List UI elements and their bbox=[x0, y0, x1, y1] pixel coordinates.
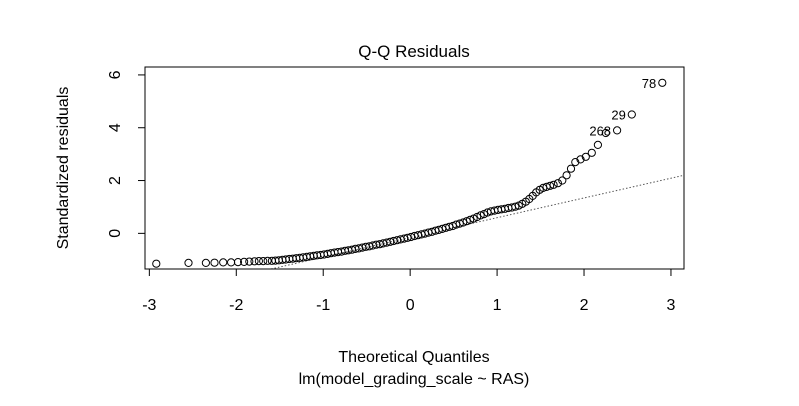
data-point bbox=[562, 171, 571, 180]
y-tick-label: 6 bbox=[107, 70, 124, 79]
reference-line bbox=[270, 174, 685, 270]
chart-subtitle: lm(model_grading_scale ~ RAS) bbox=[299, 371, 530, 388]
data-point bbox=[459, 218, 468, 227]
y-axis-label: Standardized residuals bbox=[55, 87, 72, 250]
data-point bbox=[201, 258, 210, 267]
data-point bbox=[462, 217, 471, 226]
y-tick-label: 4 bbox=[107, 123, 124, 132]
x-axis: -3 -2 -1 0 1 2 3 bbox=[142, 268, 676, 314]
point-label: 78 bbox=[642, 76, 656, 91]
points-layer bbox=[152, 78, 667, 268]
data-point bbox=[219, 258, 228, 267]
x-tick-label: -1 bbox=[316, 297, 330, 314]
data-point bbox=[511, 202, 520, 211]
data-point bbox=[245, 257, 254, 266]
data-point bbox=[627, 110, 636, 119]
data-point bbox=[152, 259, 161, 268]
data-point bbox=[593, 140, 603, 149]
data-point bbox=[466, 215, 475, 224]
reference-line-layer bbox=[270, 174, 685, 270]
point-label: 268 bbox=[589, 123, 611, 138]
data-point bbox=[576, 155, 585, 164]
data-point bbox=[233, 258, 243, 267]
data-point bbox=[210, 258, 219, 267]
x-tick-label: -2 bbox=[229, 297, 243, 314]
y-tick-label: 2 bbox=[107, 176, 124, 185]
point-label: 29 bbox=[611, 108, 625, 123]
x-axis-label: Theoretical Quantiles bbox=[338, 349, 489, 366]
data-point bbox=[587, 148, 596, 157]
data-point bbox=[601, 128, 610, 138]
x-tick-label: -3 bbox=[142, 297, 156, 314]
data-point bbox=[553, 179, 563, 188]
data-point bbox=[476, 211, 485, 220]
data-point bbox=[227, 258, 236, 267]
data-point bbox=[613, 126, 622, 135]
x-tick-label: 1 bbox=[493, 297, 502, 314]
x-tick-label: 3 bbox=[667, 297, 676, 314]
data-point bbox=[240, 257, 249, 266]
data-point bbox=[558, 176, 567, 185]
y-axis: 0 2 4 6 bbox=[107, 70, 146, 238]
data-point bbox=[254, 257, 263, 266]
data-point bbox=[566, 164, 576, 173]
data-point bbox=[184, 258, 193, 267]
data-point bbox=[571, 158, 580, 167]
x-tick-label: 0 bbox=[406, 297, 415, 314]
chart-title: Q-Q Residuals bbox=[358, 42, 469, 61]
data-point bbox=[658, 78, 667, 87]
data-point bbox=[549, 180, 558, 189]
data-point bbox=[546, 181, 555, 190]
data-point bbox=[250, 257, 259, 266]
data-point bbox=[581, 152, 590, 161]
y-tick-label: 0 bbox=[107, 229, 124, 238]
data-point bbox=[455, 219, 464, 228]
data-point bbox=[259, 257, 268, 266]
x-tick-label: 2 bbox=[580, 297, 589, 314]
data-point bbox=[263, 256, 272, 265]
